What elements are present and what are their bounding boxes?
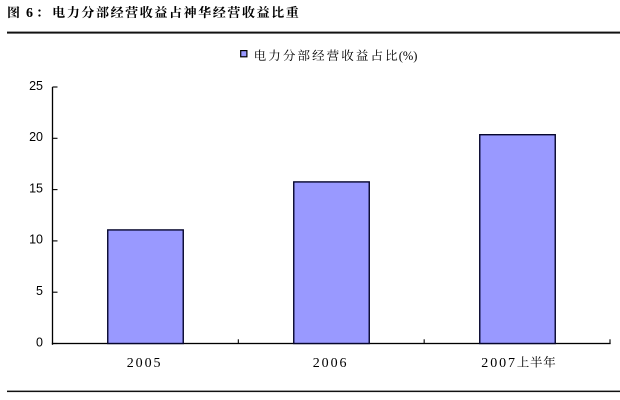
- svg-text:0: 0: [36, 335, 43, 349]
- svg-text:2007: 2007: [481, 356, 517, 371]
- svg-text:5: 5: [36, 284, 43, 298]
- svg-text:20: 20: [29, 130, 43, 144]
- svg-text:2006: 2006: [313, 356, 349, 371]
- svg-text:6: 6: [26, 6, 33, 21]
- svg-text:25: 25: [29, 79, 43, 93]
- svg-text:10: 10: [29, 233, 43, 247]
- svg-text:15: 15: [29, 181, 43, 195]
- svg-text:(%): (%): [399, 49, 418, 63]
- svg-text:2005: 2005: [127, 356, 163, 371]
